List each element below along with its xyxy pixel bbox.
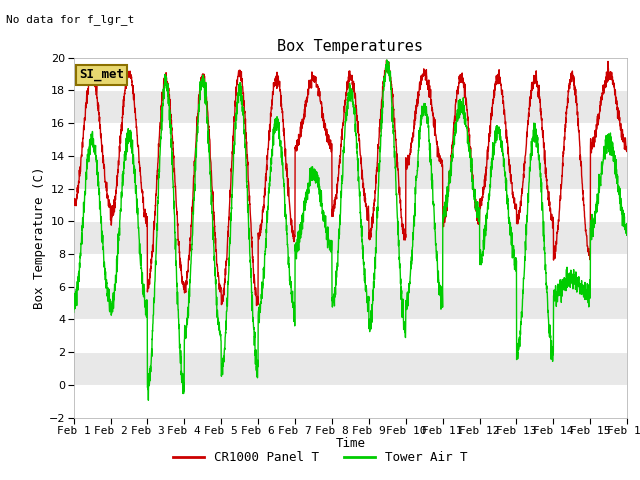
- Bar: [74, 287, 627, 319]
- Bar: [74, 319, 627, 352]
- Bar: [74, 123, 627, 156]
- Title: Box Temperatures: Box Temperatures: [277, 39, 424, 54]
- CR1000 Panel T: [623, 145, 631, 151]
- Bar: [74, 221, 627, 254]
- Tower Air T: [282, 213, 290, 218]
- Tower Air T: [166, 124, 173, 130]
- X-axis label: Time: Time: [335, 437, 365, 450]
- Tower Air T: [145, 397, 152, 403]
- Bar: [74, 90, 627, 123]
- CR1000 Panel T: [306, 82, 314, 88]
- Bar: [74, 385, 627, 418]
- Bar: [74, 254, 627, 287]
- Text: SI_met: SI_met: [79, 68, 124, 82]
- CR1000 Panel T: [553, 229, 561, 235]
- Bar: [74, 189, 627, 221]
- Tower Air T: [553, 291, 561, 297]
- CR1000 Panel T: [253, 302, 260, 308]
- CR1000 Panel T: [166, 102, 173, 108]
- Tower Air T: [306, 183, 314, 189]
- Tower Air T: [70, 310, 77, 315]
- Line: Tower Air T: Tower Air T: [74, 60, 627, 400]
- Text: No data for f_lgr_t: No data for f_lgr_t: [6, 14, 134, 25]
- Line: CR1000 Panel T: CR1000 Panel T: [74, 60, 627, 305]
- Tower Air T: [613, 172, 621, 178]
- Bar: [74, 352, 627, 385]
- CR1000 Panel T: [70, 200, 77, 206]
- Bar: [74, 156, 627, 189]
- Legend: CR1000 Panel T, Tower Air T: CR1000 Panel T, Tower Air T: [168, 446, 472, 469]
- Tower Air T: [133, 204, 141, 210]
- CR1000 Panel T: [613, 98, 621, 104]
- CR1000 Panel T: [133, 126, 141, 132]
- Bar: [74, 58, 627, 90]
- Tower Air T: [383, 57, 390, 63]
- Tower Air T: [623, 232, 631, 238]
- CR1000 Panel T: [282, 166, 290, 172]
- CR1000 Panel T: [383, 58, 390, 63]
- Y-axis label: Box Temperature (C): Box Temperature (C): [33, 167, 46, 309]
